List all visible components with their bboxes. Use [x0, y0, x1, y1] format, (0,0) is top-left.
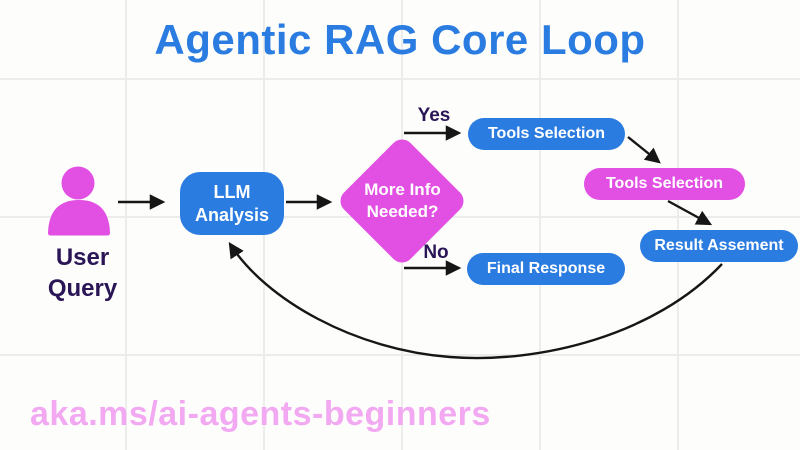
- node-tools-selection-secondary: Tools Selection: [584, 168, 745, 200]
- user-query-line2: Query: [47, 275, 118, 303]
- user-icon: [48, 166, 110, 236]
- edge-tools2-to-result: [667, 199, 713, 226]
- node-decision-label: More Info Needed?: [340, 170, 465, 232]
- node-user-query: User Query: [20, 242, 145, 304]
- node-result-assessment: Result Assement: [640, 230, 798, 262]
- node-final-response: Final Response: [467, 253, 625, 285]
- llm-analysis-line2: Analysis: [194, 204, 270, 225]
- llm-analysis-line1: LLM: [213, 182, 251, 202]
- user-query-line1: User: [55, 244, 110, 271]
- edge-label-yes: Yes: [417, 105, 451, 126]
- edge-tools-to-tools2: [627, 136, 661, 164]
- decision-line2: Needed?: [366, 202, 439, 221]
- node-tools-selection-primary: Tools Selection: [468, 118, 625, 150]
- decision-line1: More Info: [364, 179, 441, 199]
- edge-label-no: No: [423, 242, 449, 263]
- footer-link-text: aka.ms/ai-agents-beginners: [30, 395, 491, 433]
- node-llm-analysis: LLM Analysis: [180, 172, 284, 235]
- page-title: Agentic RAG Core Loop: [154, 16, 646, 63]
